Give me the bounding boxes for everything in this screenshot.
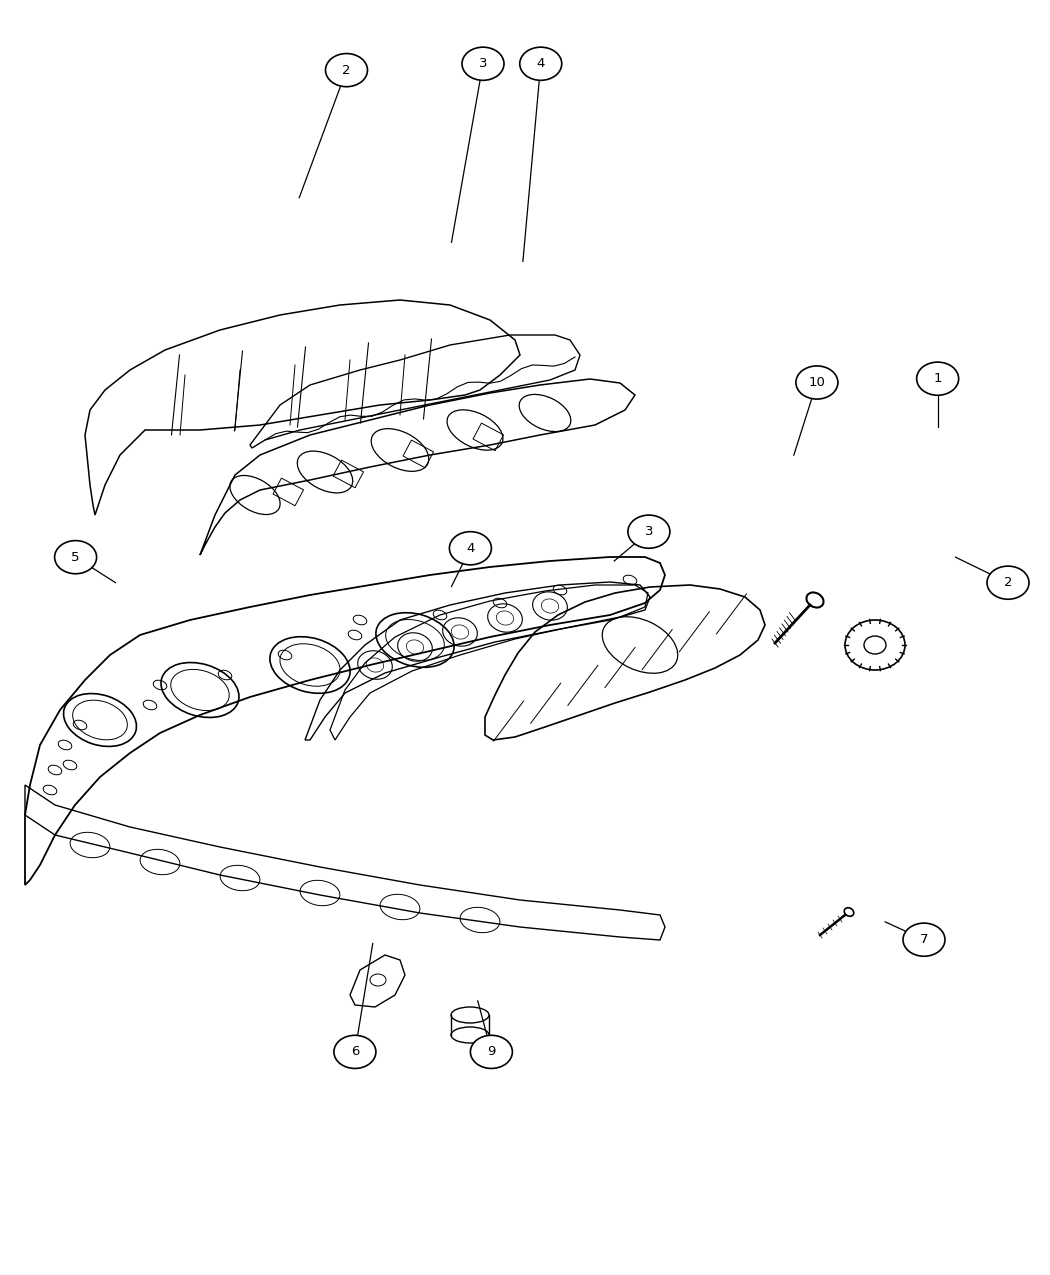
Ellipse shape <box>470 1035 512 1068</box>
Text: 9: 9 <box>487 1046 496 1058</box>
Ellipse shape <box>796 366 838 399</box>
Text: 1: 1 <box>933 372 942 385</box>
Text: 7: 7 <box>920 933 928 946</box>
Text: 10: 10 <box>808 376 825 389</box>
Text: 5: 5 <box>71 551 80 564</box>
Bar <box>403 440 434 468</box>
Text: 6: 6 <box>351 1046 359 1058</box>
Text: 4: 4 <box>537 57 545 70</box>
Ellipse shape <box>334 1035 376 1068</box>
Text: 4: 4 <box>466 542 475 555</box>
Text: 3: 3 <box>645 525 653 538</box>
Ellipse shape <box>449 532 491 565</box>
Text: 2: 2 <box>342 64 351 76</box>
Ellipse shape <box>903 923 945 956</box>
Bar <box>273 478 303 506</box>
Ellipse shape <box>520 47 562 80</box>
Ellipse shape <box>326 54 368 87</box>
Text: 2: 2 <box>1004 576 1012 589</box>
Bar <box>333 460 363 488</box>
Bar <box>472 423 504 451</box>
Ellipse shape <box>917 362 959 395</box>
Ellipse shape <box>462 47 504 80</box>
Ellipse shape <box>55 541 97 574</box>
Ellipse shape <box>628 515 670 548</box>
Ellipse shape <box>987 566 1029 599</box>
Text: 3: 3 <box>479 57 487 70</box>
